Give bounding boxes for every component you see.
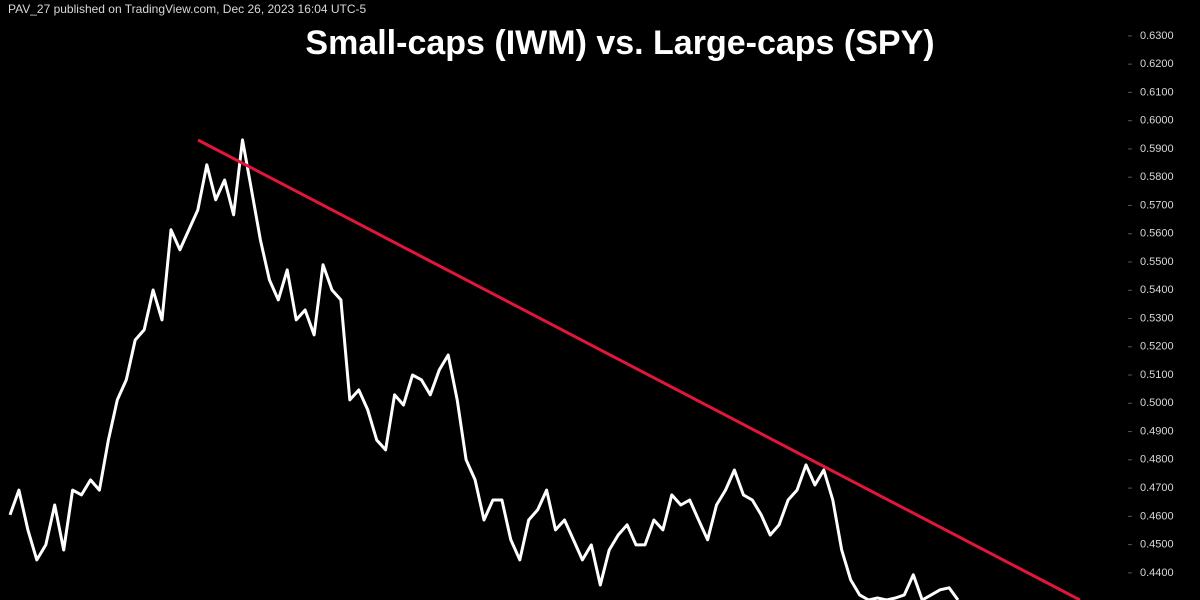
y-tick-label: 0.5000 xyxy=(1140,397,1174,409)
y-tick-label: 0.4500 xyxy=(1140,539,1174,551)
y-tick-label: 0.6200 xyxy=(1140,58,1174,70)
y-tick-label: 0.4900 xyxy=(1140,425,1174,437)
y-tick-label: 0.5700 xyxy=(1140,199,1174,211)
y-tick-label: 0.4800 xyxy=(1140,454,1174,466)
header: PAV_27 published on TradingView.com, Dec… xyxy=(8,2,367,16)
y-tick-label: 0.5800 xyxy=(1140,171,1174,183)
y-tick-label: 0.5600 xyxy=(1140,228,1174,240)
y-tick-label: 0.5200 xyxy=(1140,341,1174,353)
y-tick-label: 0.5300 xyxy=(1140,312,1174,324)
y-tick-label: 0.5100 xyxy=(1140,369,1174,381)
data-line xyxy=(8,138,960,600)
y-tick-label: 0.5400 xyxy=(1140,284,1174,296)
y-tick-label: 0.5900 xyxy=(1140,143,1174,155)
y-tick-label: 0.5500 xyxy=(1140,256,1174,268)
chart-title: Small-caps (IWM) vs. Large-caps (SPY) xyxy=(305,24,934,62)
y-tick-label: 0.4600 xyxy=(1140,510,1174,522)
y-tick-label: 0.6100 xyxy=(1140,86,1174,98)
y-tick-label: 0.4700 xyxy=(1140,482,1174,494)
y-tick-label: 0.4400 xyxy=(1140,567,1174,579)
y-tick-label: 0.6300 xyxy=(1140,30,1174,42)
trendline xyxy=(197,138,1081,600)
y-tick-label: 0.6000 xyxy=(1140,115,1174,127)
